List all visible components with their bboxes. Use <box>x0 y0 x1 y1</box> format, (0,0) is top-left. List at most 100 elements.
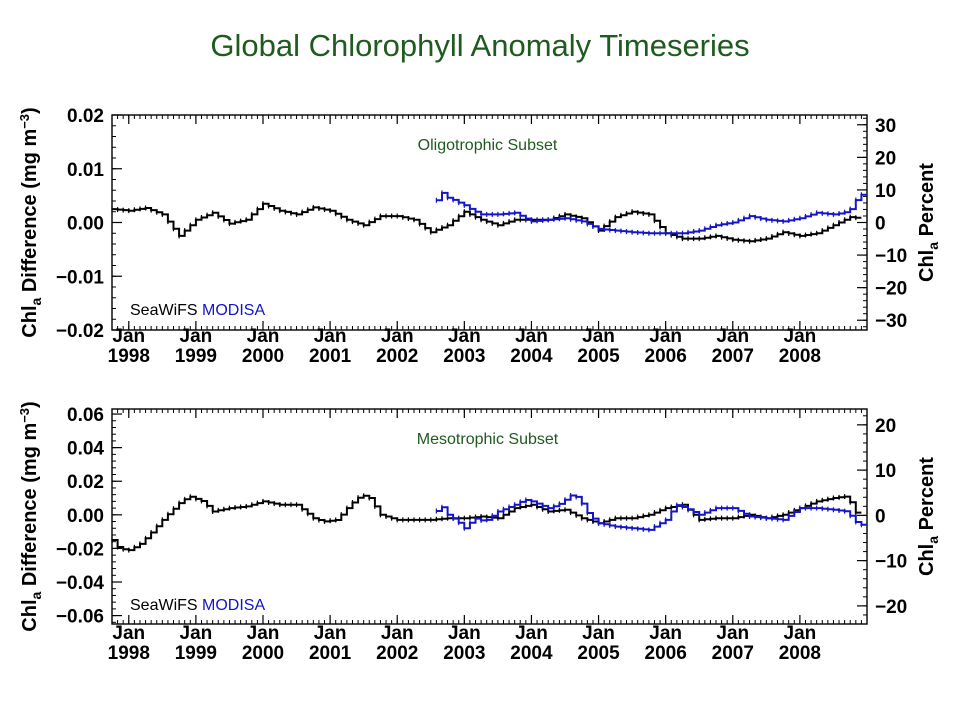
x-tick-label-year: 2000 <box>242 346 284 367</box>
series-line <box>436 494 867 531</box>
x-tick-label-month: Jan <box>582 326 615 347</box>
y2-axis-title-chl: Chl <box>916 250 938 282</box>
x-tick-label-month: Jan <box>784 623 817 644</box>
series-seawifs <box>111 201 862 244</box>
y2-tick-label: −30 <box>875 311 907 332</box>
x-tick-label-year: 2006 <box>645 346 687 367</box>
x-tick-label-year: 1998 <box>108 346 150 367</box>
x-tick-label-year: 1999 <box>175 643 217 664</box>
y2-tick-label: −10 <box>875 552 907 573</box>
legend: SeaWiFS MODISA <box>130 302 265 319</box>
x-tick-label: Jan 2007 <box>712 623 754 664</box>
x-tick-label-year: 2005 <box>577 346 620 367</box>
y2-axis-title-sub: a <box>925 536 941 544</box>
x-tick-label-month: Jan <box>180 326 213 347</box>
y2-tick-label: −20 <box>875 597 907 618</box>
x-tick-label-month: Jan <box>649 326 682 347</box>
legend-seawifs: SeaWiFS <box>130 302 202 319</box>
legend: SeaWiFS MODISA <box>130 597 265 614</box>
y2-tick-label: 20 <box>875 416 896 437</box>
y-axis-title-rest: Difference (mg m <box>19 129 41 298</box>
x-tick-label-month: Jan <box>716 623 749 644</box>
y2-axis-title-sub: a <box>925 242 941 250</box>
x-tick-label: Jan 2005 <box>577 623 620 664</box>
x-tick-label-year: 2004 <box>510 643 553 664</box>
y2-tick-label: 0 <box>875 214 886 235</box>
x-tick-label-month: Jan <box>515 326 548 347</box>
y-axis-title-sub: a <box>28 298 44 306</box>
y-tick-label: 0.00 <box>67 506 104 527</box>
x-tick-label-month: Jan <box>180 623 213 644</box>
x-tick-label-month: Jan <box>381 623 414 644</box>
x-tick-label: Jan 1999 <box>175 623 217 664</box>
series-modisa <box>435 493 867 533</box>
x-tick-label-year: 2008 <box>779 346 821 367</box>
x-tick-label-year: 2006 <box>645 643 687 664</box>
y-tick-label: 0.00 <box>67 214 104 235</box>
x-tick-label-year: 2001 <box>309 346 352 367</box>
x-tick-label-year: 2003 <box>443 346 485 367</box>
x-tick-label: Jan 2000 <box>242 623 284 664</box>
x-tick-label-month: Jan <box>515 623 548 644</box>
x-tick-label: Jan 2007 <box>712 326 754 367</box>
y-tick-label: 0.04 <box>67 439 104 460</box>
x-tick-label: Jan 2001 <box>309 623 352 664</box>
x-tick-label-year: 2007 <box>712 643 754 664</box>
x-tick-label-year: 2001 <box>309 643 352 664</box>
x-tick-label-year: 2008 <box>779 643 821 664</box>
x-tick-label: Jan 2006 <box>645 623 687 664</box>
page-title: Global Chlorophyll Anomaly Timeseries <box>210 28 750 63</box>
x-tick-label-year: 2005 <box>577 643 620 664</box>
y2-axis-title-chl: Chl <box>916 544 938 576</box>
x-tick-label-month: Jan <box>314 623 347 644</box>
y2-axis-title: Chla Percent <box>916 457 941 576</box>
x-tick-label: Jan 2005 <box>577 326 620 367</box>
y-tick-label: −0.01 <box>56 267 105 288</box>
y2-tick-label: 10 <box>875 181 896 202</box>
x-tick-label: Jan 2002 <box>376 326 418 367</box>
x-tick-label: Jan 2008 <box>779 623 821 664</box>
x-tick-label-year: 2004 <box>510 346 553 367</box>
y-tick-label: −0.06 <box>56 607 104 628</box>
x-tick-label-month: Jan <box>582 623 615 644</box>
y-tick-label: 0.02 <box>67 106 104 127</box>
x-tick-label-year: 2007 <box>712 346 754 367</box>
legend-modisa: MODISA <box>202 302 265 319</box>
x-tick-label-month: Jan <box>716 326 749 347</box>
x-tick-label: Jan 2004 <box>510 326 553 367</box>
plot-frame <box>111 408 868 625</box>
subset-label: Oligotrophic Subset <box>418 137 558 154</box>
x-tick-label-month: Jan <box>381 326 414 347</box>
x-tick-label: Jan 2001 <box>309 326 352 367</box>
y-tick-label: 0.01 <box>67 160 104 181</box>
x-tick-label-month: Jan <box>247 623 280 644</box>
x-tick-label-month: Jan <box>448 326 481 347</box>
x-tick-label-year: 1998 <box>108 643 150 664</box>
x-tick-label-month: Jan <box>247 326 280 347</box>
y2-axis-title: Chla Percent <box>916 163 941 282</box>
x-tick-label: Jan 2003 <box>443 326 485 367</box>
y-tick-label: 0.02 <box>67 472 104 493</box>
x-tick-label-year: 2000 <box>242 643 284 664</box>
x-tick-label-year: 2002 <box>376 346 418 367</box>
legend-modisa: MODISA <box>202 597 265 614</box>
x-tick-label: Jan 2000 <box>242 326 284 367</box>
y-tick-label: −0.02 <box>56 539 104 560</box>
series-line <box>112 494 862 552</box>
x-tick-label-month: Jan <box>314 326 347 347</box>
series-modisa <box>435 190 867 236</box>
x-tick-label-year: 2003 <box>443 643 485 664</box>
x-tick-label: Jan 2008 <box>779 326 821 367</box>
x-tick-label: Jan 2006 <box>645 326 687 367</box>
x-tick-label-month: Jan <box>649 623 682 644</box>
series-line <box>112 202 862 243</box>
y-axis-title: Chla Difference (mg m−3) <box>17 107 44 337</box>
y2-tick-label: 30 <box>875 116 896 137</box>
x-tick-label-month: Jan <box>784 326 817 347</box>
series-seawifs <box>111 493 862 553</box>
x-tick-label: Jan 1999 <box>175 326 217 367</box>
y2-axis-title-rest: Percent <box>916 163 938 242</box>
y-axis-title-sup: −3 <box>17 114 32 129</box>
